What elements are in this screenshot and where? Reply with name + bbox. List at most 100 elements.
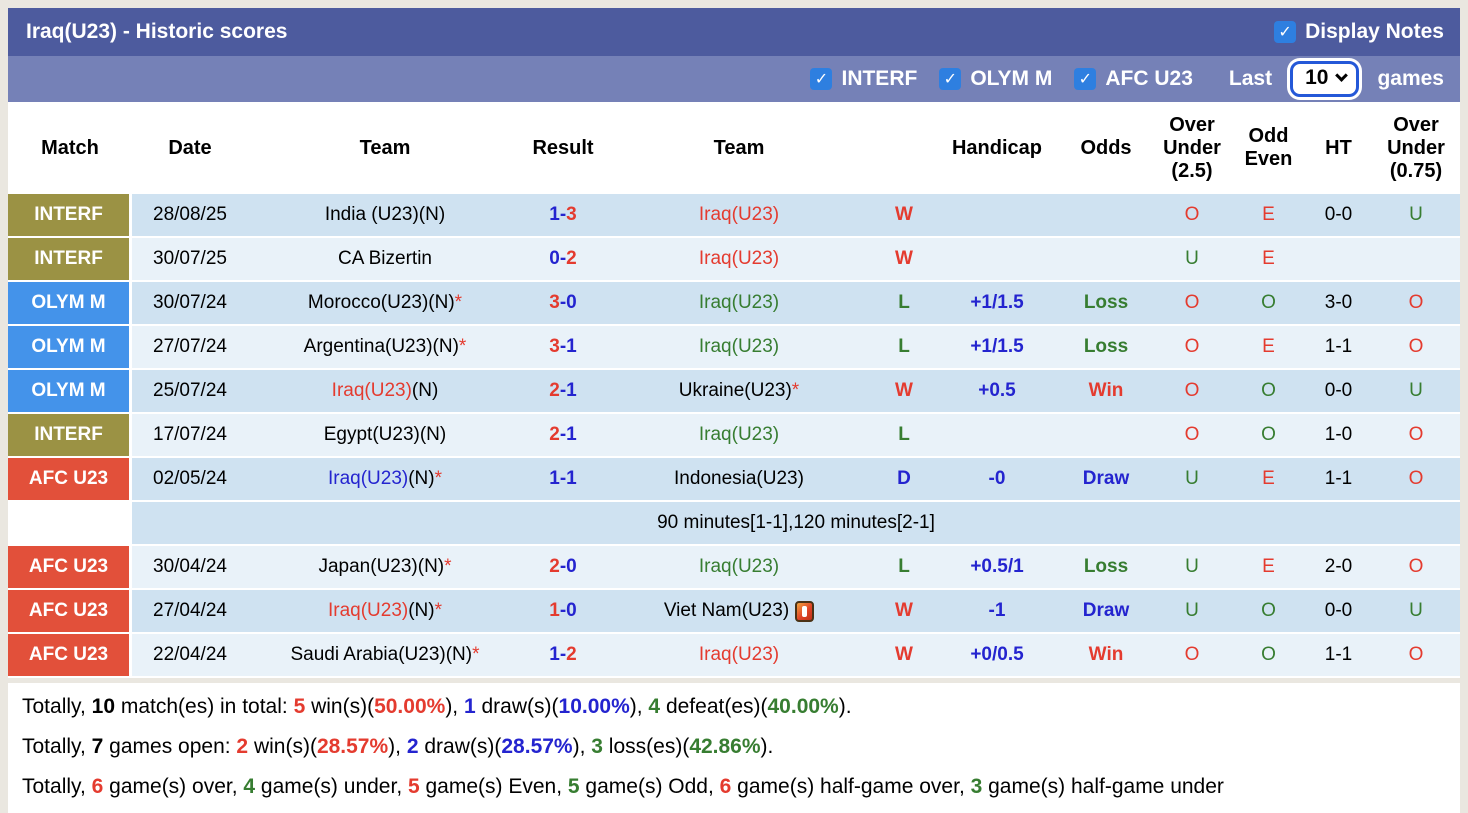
home-team-cell: Morocco(U23)(N) * [248,282,522,324]
text-part: 2 [566,644,577,665]
text-part: +1/1.5 [970,336,1024,357]
wl-cell: W [874,194,934,236]
note-row-spacer [8,502,132,544]
result-cell: 0- 2 [522,238,604,280]
chevron-down-icon [1335,69,1349,82]
text-part: 1- [549,204,567,225]
display-notes-checkbox[interactable]: ✓ [1274,21,1297,43]
league-filter: ✓ AFC U23 [1074,67,1193,91]
filter-label: AFC U23 [1105,67,1193,90]
result-cell: 1-1 [522,458,604,500]
text-part: Loss [1083,292,1129,313]
away-team-cell: Iraq(U23) [604,282,874,324]
league-badge: OLYM M [8,370,132,412]
text-part: U [1409,600,1423,621]
league-badge: AFC U23 [8,634,132,676]
home-team-cell: Iraq(U23) (N) * [248,590,522,632]
display-notes-toggle: ✓ Display Notes [1274,20,1444,44]
text-part: 2 [236,735,249,758]
handicap-cell: +1/1.5 [934,282,1060,324]
games-count-select[interactable]: 10 [1290,61,1360,97]
odds-cell: Draw [1060,458,1152,500]
over-under-075-cell: U [1372,590,1460,632]
header-cell: Result [532,136,594,159]
text-part: +1/1.5 [970,292,1024,313]
text-part: 3 [549,292,560,313]
over-under-25-cell: O [1152,326,1232,368]
text-part: ), [629,695,649,718]
text-part: Viet Nam(U23) [663,600,790,621]
over-under-25-cell: O [1152,194,1232,236]
wl-cell: L [874,326,934,368]
over-under-25-cell: U [1152,546,1232,588]
text-part: 1-1 [1324,336,1353,357]
text-part: E [1262,248,1275,269]
date-cell: 02/05/24 [132,458,248,500]
text-part: 40.00% [767,695,839,718]
over-under-25-cell: U [1152,458,1232,500]
text-part: O [1184,204,1200,225]
league-badge: INTERF [8,194,132,236]
league-filter: ✓ OLYM M [939,67,1052,91]
ht-cell: 1-1 [1305,458,1372,500]
away-team-cell: Viet Nam(U23) [604,590,874,632]
text-part: Iraq(U23) [698,248,780,269]
table-row: AFC U23 02/05/24 Iraq(U23) (N) * 1-1 Indonesia… [8,458,1460,502]
over-under-25-cell: O [1152,634,1232,676]
text-part: 1-0 [1324,424,1353,445]
text-part: game(s) half-game over, [731,775,971,798]
filter-label: INTERF [841,67,918,90]
filter-checkbox[interactable]: ✓ [810,68,833,90]
handicap-cell: +0.5/1 [934,546,1060,588]
league-badge: INTERF [8,238,132,280]
note-row: 90 minutes[1-1],120 minutes[2-1] [8,502,1460,546]
result-cell: 3 -0 [522,282,604,324]
filter-checkbox[interactable]: ✓ [1074,68,1097,90]
filter-bar: ✓ INTERF ✓ OLYM M ✓ AFC U23 Last 10 games [8,56,1460,102]
text-part: O [1408,556,1424,577]
text-part: (N) [408,468,435,489]
text-part: Totally, [22,695,92,718]
odds-cell [1060,238,1152,280]
text-part: W [895,204,913,225]
ht-cell: 0-0 [1305,194,1372,236]
table-row: AFC U23 27/04/24 Iraq(U23) (N) * 1 -0 Viet Nam(… [8,590,1460,634]
text-part: Draw [1082,468,1130,489]
text-part: * [454,292,463,313]
text-part: O [1408,292,1424,313]
text-part: 3 [591,735,603,758]
text-part: 2 [406,735,419,758]
filter-checkbox[interactable]: ✓ [939,68,962,90]
text-part: Argentina(U23)(N) [303,336,459,357]
last-label: Last [1228,67,1273,90]
header-cell: Match [41,136,99,159]
away-team-cell: Iraq(U23) [604,326,874,368]
text-part: U [1185,248,1199,269]
text-part: Indonesia(U23) [674,468,804,489]
filter-label: OLYM M [970,67,1053,90]
home-team-cell: Iraq(U23) (N) * [248,458,522,500]
text-part: Win [1088,380,1124,401]
text-part: Saudi Arabia(U23)(N) [290,644,473,665]
text-part: O [1408,336,1424,357]
home-team-cell: Saudi Arabia(U23)(N) * [248,634,522,676]
text-part: -0 [559,600,577,621]
text-part: O [1408,644,1424,665]
text-part: 2 [566,248,577,269]
table-row: OLYM M 30/07/24 Morocco(U23)(N) * 3 -0 Iraq(U2… [8,282,1460,326]
text-part: E [1262,336,1275,357]
odd-even-cell: E [1232,238,1305,280]
ht-cell: 1-0 [1305,414,1372,456]
odds-cell [1060,194,1152,236]
text-part: draw(s)( [475,695,559,718]
text-part: 1- [549,644,567,665]
handicap-cell: -1 [934,590,1060,632]
text-part: O [1184,336,1200,357]
text-part: -1 [559,380,577,401]
odds-cell: Win [1060,370,1152,412]
home-team-cell: CA Bizertin [248,238,522,280]
text-part: 2 [549,424,560,445]
handicap-cell [934,238,1060,280]
text-part: O [1261,292,1276,313]
over-under-25-cell: O [1152,370,1232,412]
